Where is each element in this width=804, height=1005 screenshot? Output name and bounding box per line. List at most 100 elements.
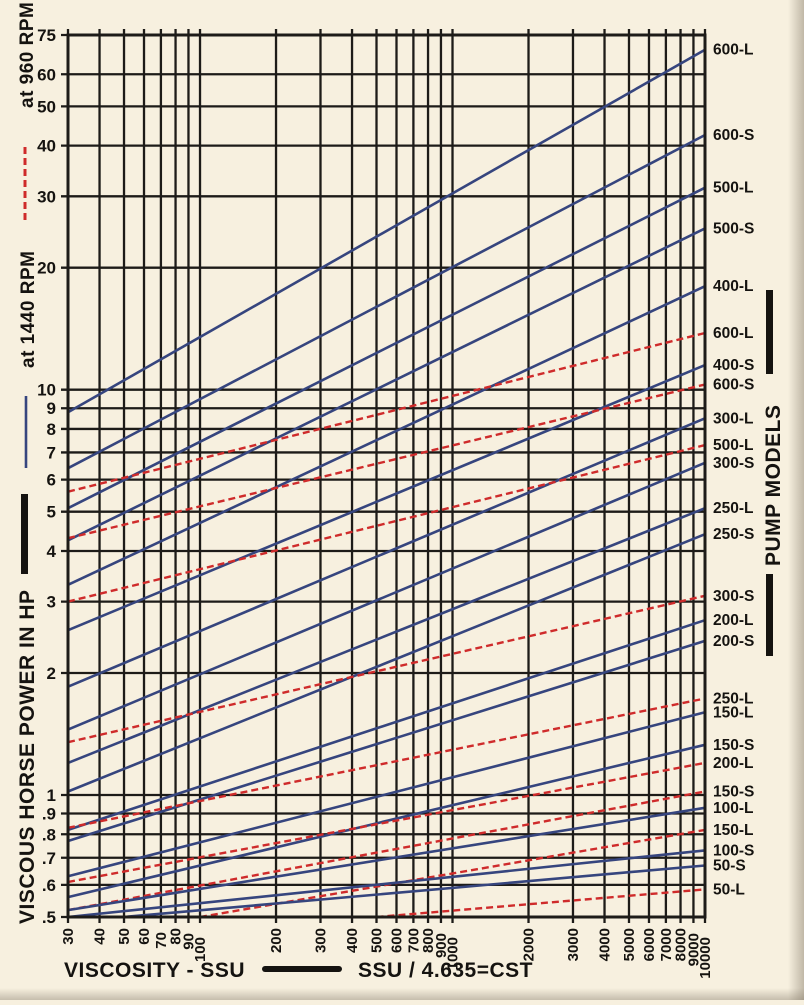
y-tick-label: 75 — [37, 26, 56, 45]
pump-model-label-500-L-1440rpm: 500-L — [713, 180, 754, 197]
series-150-S-960rpm — [67, 790, 706, 912]
series-50-L-960rpm — [376, 888, 706, 919]
x-axis-divider-bar — [262, 966, 342, 972]
pump-model-label-250-S-1440rpm: 250-S — [713, 526, 754, 543]
pump-model-label-500-S-1440rpm: 500-S — [713, 220, 754, 237]
pump-model-label-200-L-960rpm: 200-L — [713, 755, 754, 772]
legend-1440-label: at 1440 RPM — [18, 251, 39, 368]
y-tick-label: .9 — [42, 805, 56, 824]
x-tick-label: 60 — [136, 928, 153, 945]
y-tick-label: 60 — [37, 65, 56, 84]
series-150-L-960rpm — [199, 828, 706, 919]
y-tick-label: 2 — [47, 664, 56, 683]
y-tick-label: .6 — [42, 876, 56, 895]
pump-model-label-100-L-1440rpm: 100-L — [713, 800, 754, 817]
y-tick-label: 50 — [37, 97, 56, 116]
series-200-S-1440rpm — [67, 639, 706, 843]
x-tick-label: 3000 — [565, 928, 582, 961]
x-tick-label: 50 — [116, 928, 133, 945]
y-tick-label: 6 — [47, 471, 56, 490]
series-400-S-1440rpm — [67, 363, 706, 632]
series-500-S-1440rpm — [67, 227, 706, 542]
right-axis-title: PUMP MODELS — [762, 405, 785, 566]
series-300-L-1440rpm — [67, 417, 706, 688]
x-tick-label: 100 — [192, 937, 209, 962]
y-tick-label: 1 — [47, 786, 56, 805]
x-tick-label: 10000 — [697, 937, 714, 979]
series-600-L-1440rpm — [67, 48, 706, 414]
series-150-L-1440rpm — [67, 711, 706, 878]
series-50-S-1440rpm — [123, 864, 706, 919]
y-tick-label: 3 — [47, 593, 56, 612]
left-divider-bar — [21, 494, 28, 574]
pump-model-label-300-S-960rpm: 300-S — [713, 588, 754, 605]
y-tick-label: .8 — [42, 825, 56, 844]
x-tick-label: 700 — [405, 928, 422, 953]
x-tick-label: 7000 — [658, 928, 675, 961]
series-600-S-1440rpm — [67, 133, 706, 470]
y-tick-label: 8 — [47, 420, 56, 439]
y-tick-label: 10 — [37, 381, 56, 400]
pump-model-label-150-L-960rpm: 150-L — [713, 822, 754, 839]
pump-model-label-600-S-960rpm: 600-S — [713, 377, 754, 394]
y-tick-label: .7 — [42, 849, 56, 868]
pump-model-label-250-L-960rpm: 250-L — [713, 691, 754, 708]
x-tick-label: 70 — [153, 932, 170, 949]
y-tick-label: 20 — [37, 259, 56, 278]
series-100-S-1440rpm — [67, 849, 706, 919]
series-150-S-1440rpm — [67, 743, 706, 899]
plot-border-rect — [66, 33, 707, 919]
pump-model-label-150-S-960rpm: 150-S — [713, 784, 754, 801]
x-tick-label: 30 — [60, 928, 77, 945]
pump-model-label-50-S-1440rpm: 50-S — [713, 858, 746, 875]
x-axis-conversion-label: SSU / 4.635=CST — [358, 959, 533, 982]
y-tick-label: 40 — [37, 137, 56, 156]
x-tick-label: 900 — [433, 933, 450, 958]
y-tick-label: 5 — [47, 503, 56, 522]
x-tick-label: 4000 — [597, 928, 614, 961]
series-250-L-960rpm — [67, 697, 706, 829]
y-tick-label: 9 — [47, 399, 56, 418]
x-tick-label: 200 — [268, 928, 285, 953]
pump-model-label-150-L-1440rpm: 150-L — [713, 704, 754, 721]
pump-model-label-400-L-1440rpm: 400-L — [713, 278, 754, 295]
series-lines — [67, 48, 706, 919]
x-tick-label: 1000 — [445, 937, 462, 970]
series-500-L-960rpm — [67, 443, 706, 603]
series-250-L-1440rpm — [67, 506, 706, 765]
y-tick-label: 30 — [37, 187, 56, 206]
pump-model-label-600-L-960rpm: 600-L — [713, 325, 754, 342]
x-tick-label: 6000 — [641, 928, 658, 961]
pump-model-label-50-L-960rpm: 50-L — [713, 881, 745, 898]
pump-model-label-200-S-1440rpm: 200-S — [713, 633, 754, 650]
y-tick-label: .5 — [42, 908, 56, 927]
series-400-L-1440rpm — [67, 285, 706, 586]
legend-960-label: at 960 RPM — [17, 2, 38, 108]
x-tick-label: 400 — [344, 928, 361, 953]
pump-model-label-250-L-1440rpm: 250-L — [713, 500, 754, 517]
series-100-L-1440rpm — [67, 806, 706, 912]
pump-model-label-300-L-1440rpm: 300-L — [713, 410, 754, 427]
y-tick-label: 7 — [47, 444, 56, 463]
pump-model-label-400-S-1440rpm: 400-S — [713, 357, 754, 374]
grid-lines — [61, 29, 707, 923]
x-tick-label: 8000 — [673, 928, 690, 961]
x-tick-label: 5000 — [621, 928, 638, 961]
series-200-L-960rpm — [67, 761, 706, 884]
x-tick-label: 300 — [313, 928, 330, 953]
x-tick-label: 600 — [389, 928, 406, 953]
y-tick-label: 4 — [47, 542, 57, 561]
x-tick-label: 500 — [369, 928, 386, 953]
pump-model-label-500-L-960rpm: 500-L — [713, 437, 754, 454]
x-tick-label: 40 — [92, 928, 109, 945]
pump-model-label-200-L-1440rpm: 200-L — [713, 612, 754, 629]
pump-model-label-150-S-1440rpm: 150-S — [713, 737, 754, 754]
series-300-S-960rpm — [67, 594, 706, 744]
series-500-L-1440rpm — [67, 186, 706, 510]
right-divider-bar-top — [766, 290, 773, 374]
x-tick-label: 2000 — [521, 928, 538, 961]
